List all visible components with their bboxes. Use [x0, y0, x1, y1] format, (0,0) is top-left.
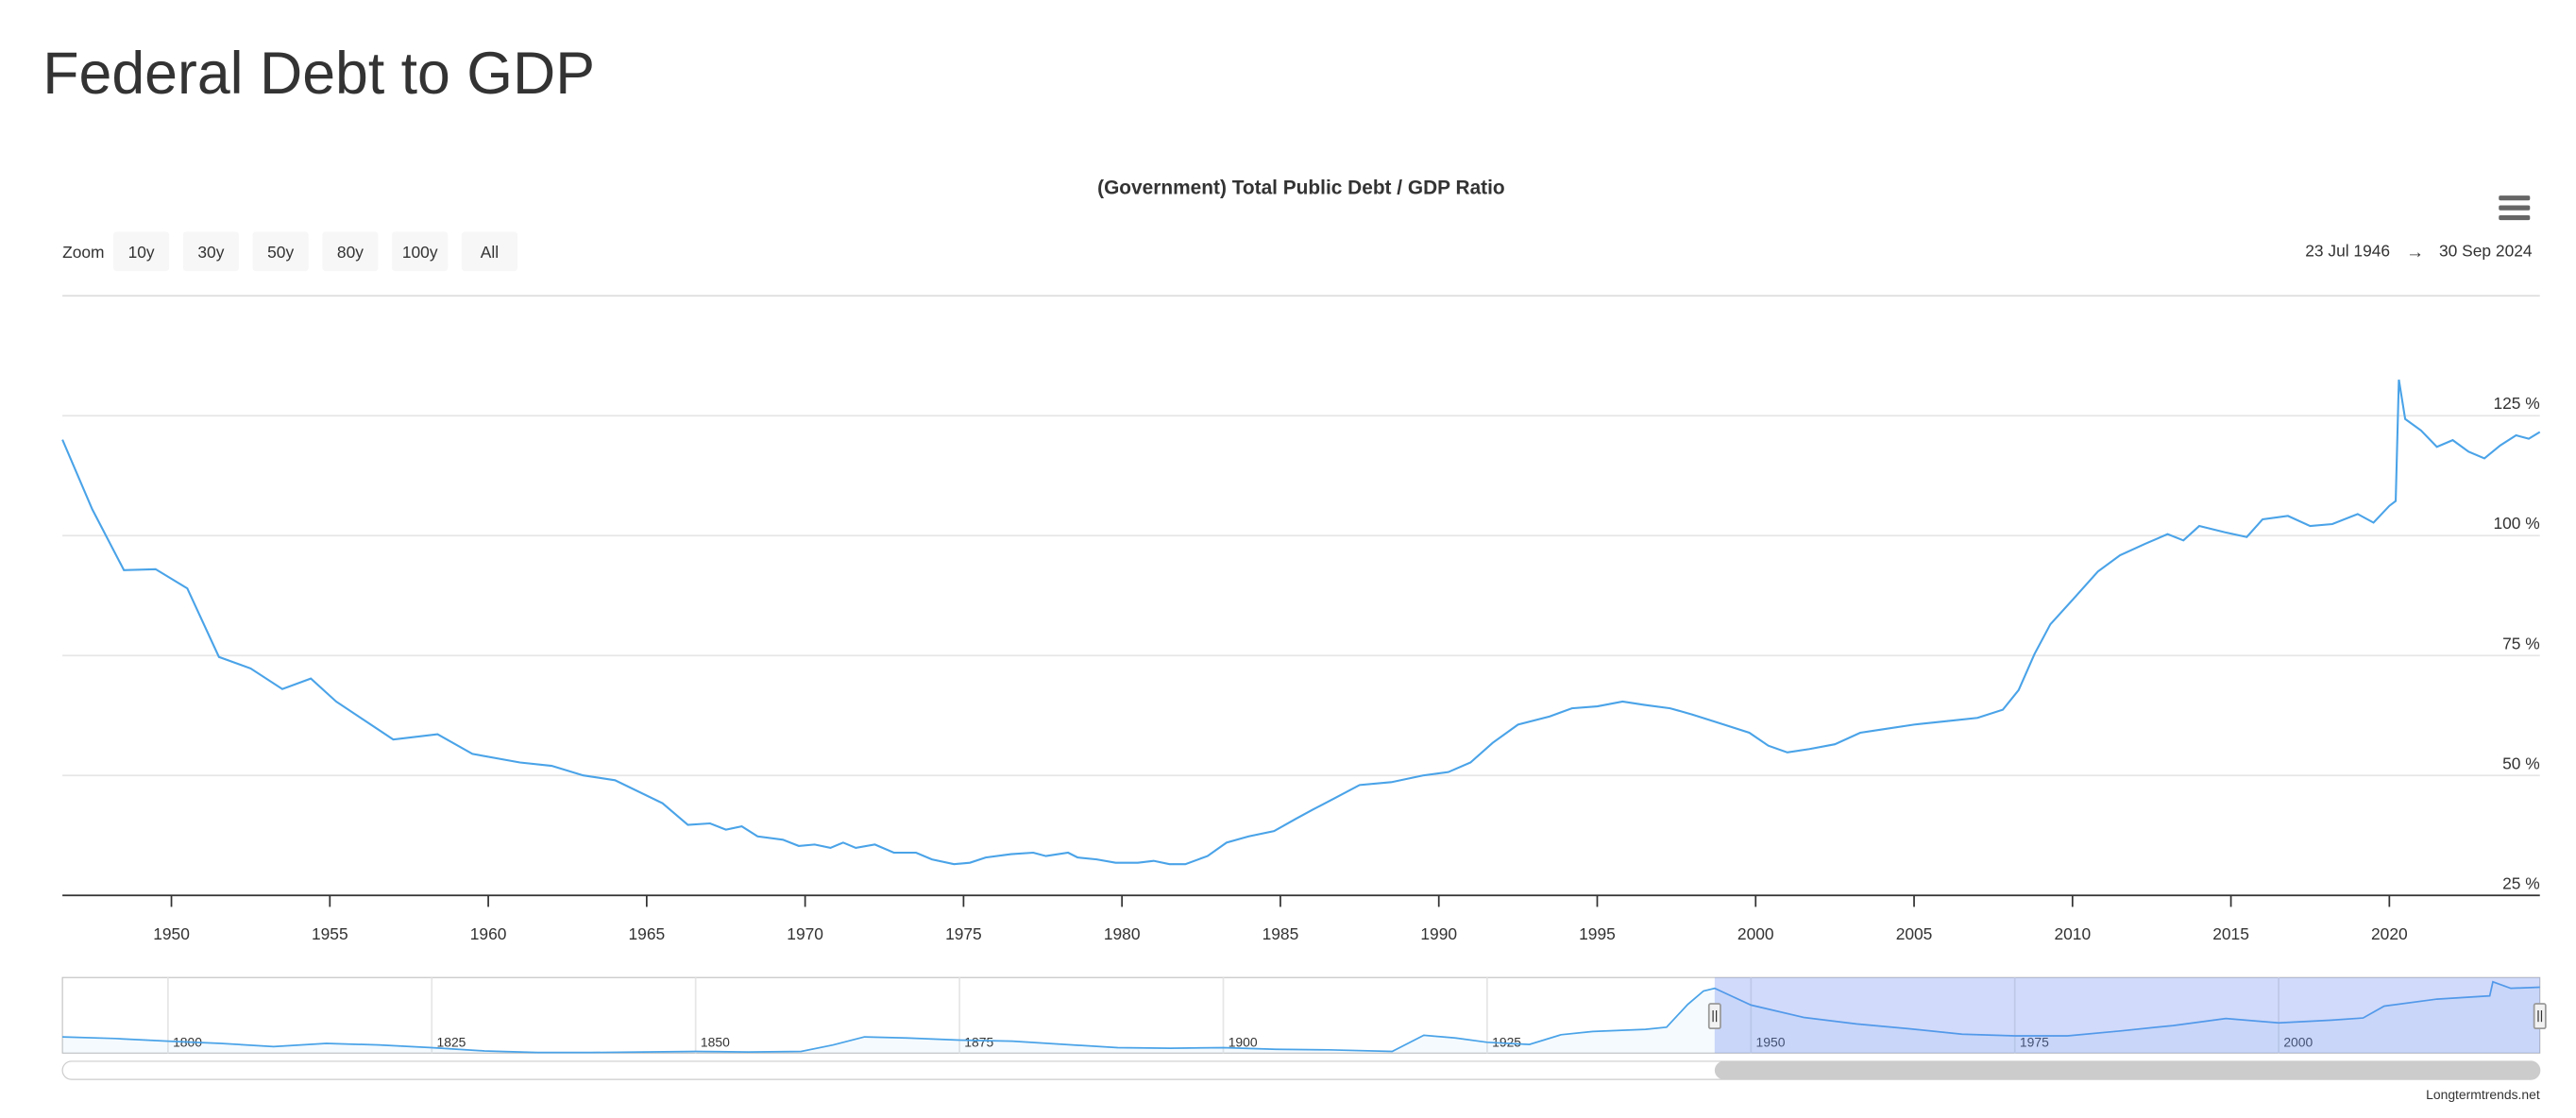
- x-tick-label: 2015: [2212, 924, 2249, 943]
- x-tick-label: 2010: [2054, 924, 2091, 943]
- zoom-button-bg: [182, 231, 239, 272]
- x-tick-label: 1980: [1104, 924, 1141, 943]
- zoom-button-label: 50y: [267, 243, 294, 262]
- navigator-selection: [1714, 977, 2540, 1054]
- navigator-tick-label: 1975: [2020, 1034, 2049, 1049]
- page-title: Federal Debt to GDP: [42, 41, 595, 107]
- credits: Longtermtrends.net: [2426, 1087, 2540, 1102]
- navigator-tick-label: 1900: [1229, 1034, 1258, 1049]
- navigator-line: [62, 980, 2540, 1054]
- zoom-button-label: 100y: [402, 243, 438, 262]
- navigator-area: [62, 981, 2540, 1054]
- navigator-handle[interactable]: [1707, 1003, 1721, 1030]
- zoom-button-bg: [322, 231, 379, 272]
- menu-bar: [2499, 195, 2531, 201]
- x-tick-label: 1955: [312, 924, 348, 943]
- scrollbar-thumb[interactable]: [1714, 1060, 2540, 1080]
- y-tick-label: 25 %: [2502, 873, 2540, 892]
- zoom-button[interactable]: All: [461, 231, 518, 272]
- x-tick-label: 1985: [1263, 924, 1299, 943]
- zoom-button[interactable]: 80y: [322, 231, 379, 272]
- y-tick-label: 125 %: [2493, 394, 2539, 413]
- debt-line: [61, 379, 2541, 866]
- x-tick-label: 1960: [470, 924, 507, 943]
- navigator-tick-label: 1825: [436, 1034, 466, 1049]
- menu-bar: [2499, 205, 2531, 211]
- x-tick-label: 1995: [1579, 924, 1616, 943]
- navigator-handle[interactable]: [2533, 1003, 2547, 1030]
- y-tick-label: 100 %: [2493, 514, 2539, 533]
- x-tick-label: 2000: [1737, 924, 1774, 943]
- zoom-button[interactable]: 100y: [392, 231, 449, 272]
- handle-body: [2533, 1003, 2547, 1030]
- zoom-button[interactable]: 30y: [182, 231, 239, 272]
- x-tick-label: 1950: [153, 924, 190, 943]
- navigator-tick-label: 1950: [1756, 1034, 1786, 1049]
- zoom-label: Zoom: [62, 243, 104, 262]
- navigator-tick-label: 1875: [964, 1034, 993, 1049]
- x-tick-label: 1970: [787, 924, 823, 943]
- navigator-frame: [61, 976, 2541, 1054]
- chart-title: (Government) Total Public Debt / GDP Rat…: [1097, 177, 1505, 198]
- zoom-button-label: 30y: [197, 243, 224, 262]
- x-tick-label: 1975: [945, 924, 982, 943]
- zoom-button-bg: [392, 231, 449, 272]
- y-tick-label: 50 %: [2502, 754, 2540, 772]
- navigator-tick-label: 1850: [701, 1034, 730, 1049]
- x-tick-label: 2005: [1896, 924, 1933, 943]
- x-tick-label: 2020: [2371, 924, 2408, 943]
- zoom-button[interactable]: 50y: [252, 231, 309, 272]
- navigator-tick-label: 2000: [2283, 1034, 2313, 1049]
- zoom-button-label: 80y: [337, 243, 364, 262]
- x-tick-label: 1965: [629, 924, 666, 943]
- range-arrow: →: [2406, 243, 2424, 263]
- zoom-button-bg: [252, 231, 309, 272]
- zoom-button-bg: [113, 231, 170, 272]
- navigator-tick-label: 1925: [1492, 1034, 1521, 1049]
- menu-button[interactable]: [2499, 195, 2531, 221]
- handle-body: [1707, 1003, 1721, 1030]
- menu-bar: [2499, 214, 2531, 221]
- x-tick-label: 1990: [1420, 924, 1457, 943]
- y-tick-label: 75 %: [2502, 634, 2540, 652]
- zoom-button[interactable]: 10y: [113, 231, 170, 272]
- zoom-button-label: 10y: [128, 243, 155, 262]
- zoom-button-label: All: [481, 243, 499, 262]
- zoom-button-bg: [461, 231, 518, 272]
- range-to[interactable]: 30 Sep 2024: [2439, 241, 2533, 260]
- range-from[interactable]: 23 Jul 1946: [2305, 241, 2390, 260]
